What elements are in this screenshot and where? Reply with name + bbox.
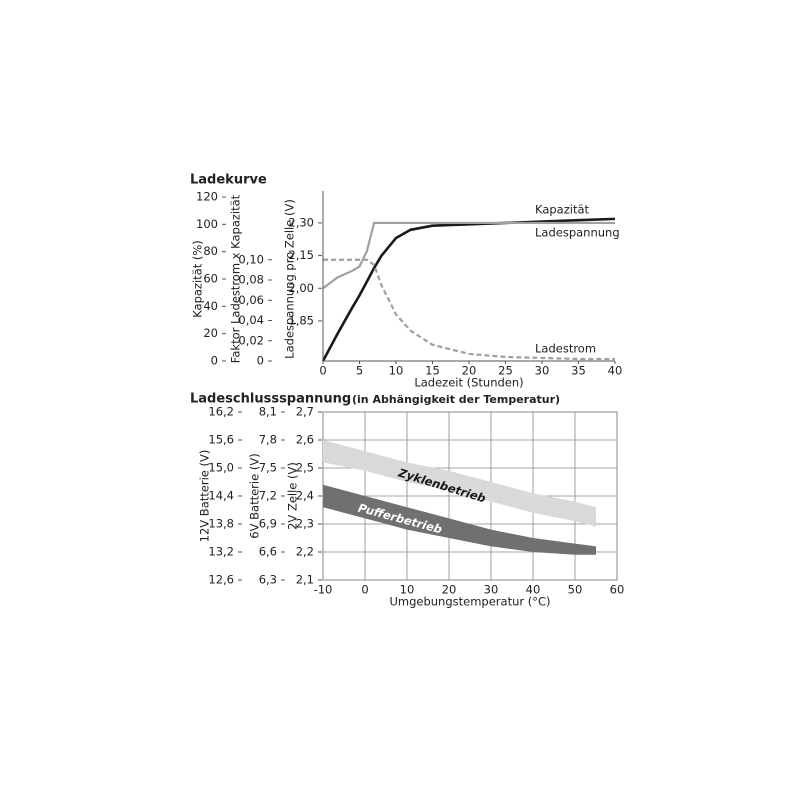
chart-title: Ladeschlussspannung: [190, 392, 351, 407]
x-tick-label: 10: [400, 583, 415, 597]
y-tick-label: 100: [196, 217, 218, 231]
y-tick-label: 16,2: [208, 405, 234, 419]
x-axis-label: Umgebungstemperatur (°C): [389, 595, 550, 609]
y-axis-label: 2V Zelle (V): [286, 462, 300, 530]
x-tick-label: 50: [568, 583, 583, 597]
y-tick-label: 2,30: [288, 215, 314, 229]
series-line: [321, 217, 616, 362]
y-tick-label: 15,6: [208, 433, 234, 447]
y-tick-label: 80: [203, 244, 218, 258]
y-tick-label: 60: [203, 272, 218, 286]
series-label: Ladestrom: [535, 342, 596, 356]
x-tick-label: 30: [535, 364, 550, 378]
x-tick-label: -10: [314, 583, 333, 597]
y-tick-label: 2,15: [288, 248, 314, 262]
y-tick-label: 0,08: [238, 273, 264, 287]
y-tick-label: 14,4: [208, 489, 234, 503]
x-tick-label: 0: [319, 364, 326, 378]
y-tick-label: 2,1: [296, 573, 314, 587]
y-tick-label: 40: [203, 299, 218, 313]
y-axis-label: Faktor Ladestrom x Kapazität: [229, 194, 243, 363]
y-tick-label: 0,06: [238, 293, 264, 307]
y-tick-label: 2,7: [296, 405, 314, 419]
y-axis-label: 6V Batterie (V): [248, 453, 262, 538]
y-axis-label: Kapazität (%): [191, 240, 205, 318]
x-tick-label: 35: [571, 364, 586, 378]
x-tick-label: 40: [608, 364, 623, 378]
y-tick-label: 2,4: [296, 489, 314, 503]
y-tick-label: 7,8: [259, 433, 277, 447]
y-tick-label: 0,10: [238, 252, 264, 266]
y-tick-label: 0: [211, 354, 218, 368]
y-tick-label: 13,8: [208, 517, 234, 531]
series-label: Ladespannung: [535, 226, 620, 240]
x-tick-label: 20: [462, 364, 477, 378]
x-tick-label: 40: [526, 583, 541, 597]
y-tick-label: 8,1: [259, 405, 277, 419]
y-tick-label: 20: [203, 326, 218, 340]
y-tick-label: 0: [257, 354, 264, 368]
chart-title: Ladekurve: [190, 173, 267, 188]
x-tick-label: 20: [442, 583, 457, 597]
y-tick-label: 12,6: [208, 573, 234, 587]
y-tick-label: 0,02: [238, 333, 264, 347]
y-tick-label: 0,04: [238, 313, 264, 327]
y-tick-label: 7,2: [259, 489, 277, 503]
y-tick-label: 7,5: [259, 461, 277, 475]
y-tick-label: 2,2: [296, 545, 314, 559]
y-tick-label: 15,0: [208, 461, 234, 475]
x-tick-label: 0: [361, 583, 368, 597]
series-line: [322, 221, 615, 290]
x-tick-label: 30: [484, 583, 499, 597]
y-tick-label: 6,9: [259, 517, 277, 531]
y-tick-label: 6,3: [259, 573, 277, 587]
y-tick-label: 2,00: [288, 281, 314, 295]
y-axis-label: 12V Batterie (V): [198, 450, 212, 543]
series-line: [323, 258, 615, 361]
x-tick-label: 5: [356, 364, 363, 378]
x-tick-label: 10: [389, 364, 404, 378]
y-tick-label: 120: [196, 190, 218, 204]
y-tick-label: 2,5: [296, 461, 314, 475]
x-tick-label: 25: [498, 364, 513, 378]
series-label: Kapazität: [535, 203, 590, 217]
band-area: [323, 440, 596, 527]
x-axis-label: Ladezeit (Stunden): [414, 376, 523, 390]
chart-subtitle: (in Abhängigkeit der Temperatur): [352, 393, 560, 406]
y-tick-label: 2,6: [296, 433, 314, 447]
x-tick-label: 15: [425, 364, 440, 378]
x-tick-label: 60: [610, 583, 625, 597]
y-axis-label: Ladespannung pro Zelle (V): [283, 199, 297, 359]
y-tick-label: 2,3: [296, 517, 314, 531]
band-area: [323, 484, 596, 555]
y-tick-label: 1,85: [288, 313, 314, 327]
y-tick-label: 13,2: [208, 545, 234, 559]
y-tick-label: 6,6: [259, 545, 277, 559]
